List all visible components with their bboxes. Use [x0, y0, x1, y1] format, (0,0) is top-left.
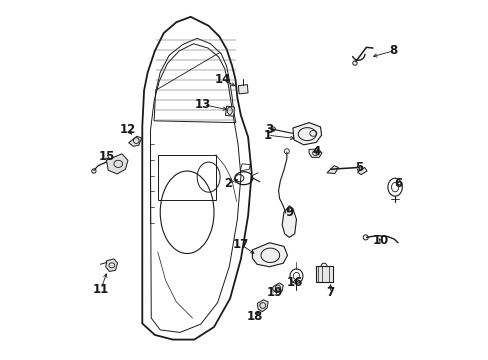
- Polygon shape: [357, 167, 366, 175]
- Text: 19: 19: [266, 287, 283, 300]
- Polygon shape: [128, 136, 142, 146]
- Text: 15: 15: [98, 150, 114, 163]
- Text: 16: 16: [286, 276, 302, 289]
- Polygon shape: [315, 266, 332, 282]
- Polygon shape: [225, 106, 234, 116]
- Text: 9: 9: [285, 206, 293, 219]
- Text: 7: 7: [326, 287, 334, 300]
- Polygon shape: [308, 149, 321, 157]
- Polygon shape: [238, 85, 247, 94]
- Text: 13: 13: [195, 98, 211, 111]
- Polygon shape: [292, 123, 321, 145]
- Text: 18: 18: [246, 310, 263, 323]
- Polygon shape: [105, 259, 117, 271]
- Text: 4: 4: [311, 145, 320, 158]
- Text: 8: 8: [388, 44, 397, 57]
- Text: 6: 6: [394, 177, 402, 190]
- Text: 11: 11: [93, 283, 109, 296]
- Polygon shape: [252, 243, 287, 267]
- Text: 1: 1: [263, 129, 271, 142]
- Polygon shape: [326, 166, 338, 174]
- Polygon shape: [106, 154, 128, 174]
- Polygon shape: [257, 300, 267, 312]
- Text: 14: 14: [214, 73, 231, 86]
- Polygon shape: [272, 283, 283, 293]
- Text: 2: 2: [224, 177, 232, 190]
- Polygon shape: [282, 206, 296, 237]
- Polygon shape: [142, 17, 251, 339]
- Text: 10: 10: [372, 234, 388, 247]
- Text: 3: 3: [265, 123, 273, 136]
- Text: 17: 17: [232, 238, 248, 251]
- Text: 12: 12: [120, 123, 136, 136]
- Text: 5: 5: [354, 161, 363, 174]
